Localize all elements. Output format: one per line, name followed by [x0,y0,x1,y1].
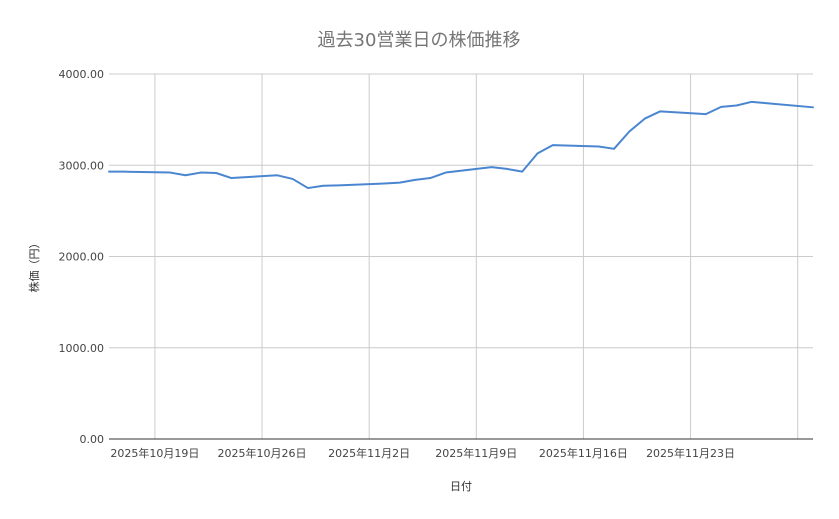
y-tick-label: 1000.00 [59,342,105,355]
x-tick-label: 2025年11月23日 [646,446,735,460]
x-axis-ticks: 2025年10月19日 2025年10月26日 2025年11月2日 2025年11月… [110,446,735,460]
y-axis-title: 株価（円） [27,238,41,293]
y-tick-label: 2000.00 [59,251,105,264]
y-axis-ticks: 0.00 1000.00 2000.00 3000.00 4000.00 [59,68,105,446]
price-series-line [108,100,814,190]
y-tick-label: 0.00 [80,433,105,446]
x-tick-label: 2025年11月9日 [435,446,517,460]
y-tick-label: 3000.00 [59,159,105,172]
x-tick-label: 2025年10月19日 [110,446,199,460]
chart-title: 過去30営業日の株価推移 [318,30,521,51]
x-tick-label: 2025年11月16日 [539,446,628,460]
x-tick-label: 2025年11月2日 [328,446,410,460]
grid [109,73,813,439]
series-layer [108,100,814,190]
x-tick-label: 2025年10月26日 [218,446,307,460]
x-axis-title: 日付 [450,480,472,493]
y-tick-label: 4000.00 [59,68,105,81]
